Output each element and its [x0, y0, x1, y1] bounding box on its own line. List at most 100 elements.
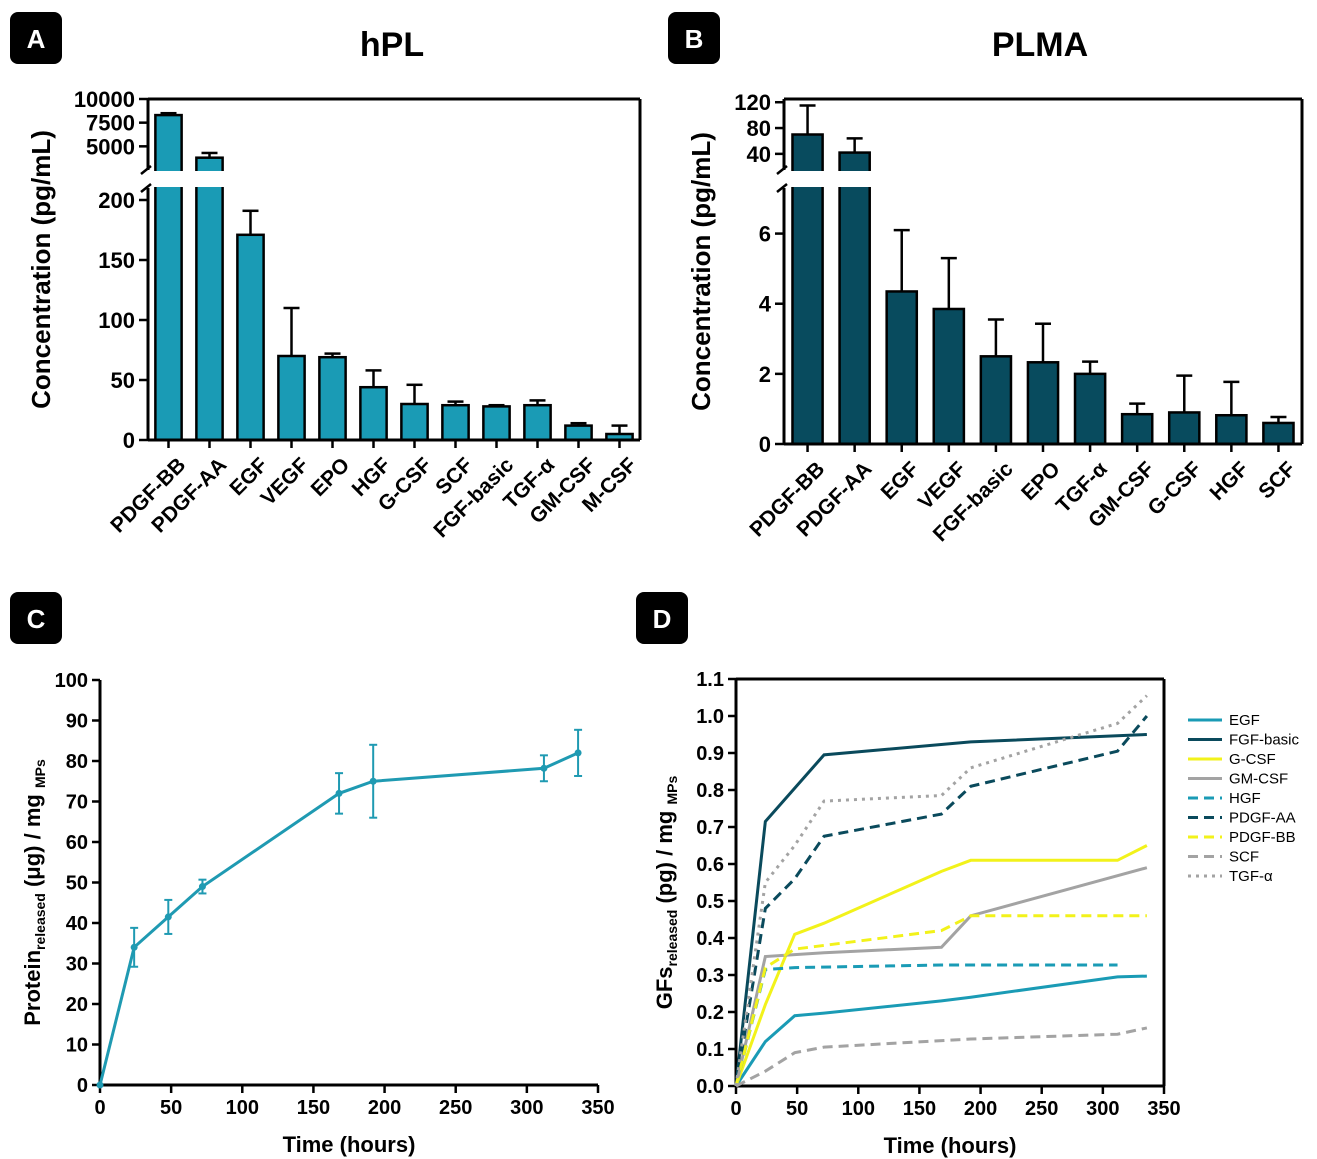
xtick-label-gfs-7: 350 — [1147, 1098, 1180, 1120]
bar-plma-7 — [1120, 412, 1154, 446]
bar-plma-6 — [1073, 372, 1107, 446]
ytick-label-hpl-up-2: 10000 — [74, 87, 135, 112]
legend-label-g-csf: G-CSF — [1229, 751, 1276, 768]
xtick-label-plma-9: HGF — [1205, 457, 1253, 505]
data-point-protein-5 — [369, 777, 377, 785]
ytick-label-hpl-up-1: 7500 — [86, 111, 135, 136]
bar-plma-1 — [838, 151, 871, 446]
y-axis-label-gfs: GFsreleased (pg) / mg MPs — [652, 776, 680, 1010]
legend-label-tgf-: TGF-α — [1229, 868, 1273, 885]
ytick-label-gfs-10: 1.0 — [696, 706, 724, 728]
ytick-label-hpl-low-2: 100 — [98, 308, 135, 333]
bar-hpl-5 — [359, 385, 388, 442]
xtick-label-gfs-2: 100 — [842, 1098, 875, 1120]
data-point-protein-1 — [130, 943, 138, 951]
badge-b: B — [668, 12, 720, 64]
badge-a-label: A — [27, 24, 46, 54]
ytick-label-hpl-low-1: 50 — [111, 368, 135, 393]
y-axis-label-plma: Concentration (pg/mL) — [686, 132, 716, 411]
bar-hpl-2 — [236, 233, 265, 442]
chart-panel-d: 0 50 100 150 200 250 300 350 0.0 0.1 0.2 0.3 0.4 0.5 0… — [652, 669, 1300, 1158]
legend-label-egf: EGF — [1229, 712, 1260, 729]
bar-hpl-0 — [154, 113, 183, 442]
ytick-label-protein-9: 90 — [66, 711, 88, 733]
bar-plma-2 — [885, 290, 919, 446]
bar-plma-9 — [1215, 413, 1248, 446]
xtick-label-plma-10: SCF — [1254, 457, 1300, 503]
xtick-label-gfs-4: 200 — [964, 1098, 997, 1120]
ytick-label-plma-up-1: 80 — [747, 116, 771, 141]
series-line-pdgf-aa — [734, 715, 1149, 1087]
xtick-label-protein-6: 300 — [510, 1097, 543, 1119]
ytick-label-protein-1: 10 — [66, 1035, 88, 1057]
badge-d: D — [636, 592, 688, 644]
ytick-label-plma-low-0: 0 — [759, 432, 771, 457]
xtick-label-protein-4: 200 — [368, 1097, 401, 1119]
ytick-label-plma-low-3: 6 — [759, 222, 771, 247]
ytick-label-protein-7: 70 — [66, 792, 88, 814]
panel-b-title: PLMA — [992, 26, 1088, 64]
series-line-fgf-basic — [734, 733, 1147, 1087]
ytick-label-protein-4: 40 — [66, 913, 88, 935]
series-line-pdgf-bb — [734, 914, 1147, 1087]
bar-hpl-1 — [195, 156, 224, 442]
ytick-label-protein-5: 50 — [66, 873, 88, 895]
series-line-scf — [735, 1026, 1148, 1088]
series-line-tgf- — [734, 694, 1148, 1087]
data-point-protein-6 — [540, 764, 548, 772]
xtick-label-gfs-1: 50 — [786, 1098, 808, 1120]
legend-label-pdgf-aa: PDGF-AA — [1229, 810, 1296, 827]
ytick-label-gfs-0: 0.0 — [696, 1076, 724, 1098]
y-axis-label-protein: Proteinreleased (μg) / mg MPs — [20, 759, 48, 1026]
bar-hpl-4 — [318, 355, 347, 442]
series-line-g-csf — [734, 844, 1148, 1087]
bar-plma-8 — [1167, 411, 1201, 446]
ytick-label-protein-3: 30 — [66, 954, 88, 976]
xtick-label-gfs-6: 300 — [1086, 1098, 1119, 1120]
ytick-label-hpl-low-0: 0 — [123, 428, 135, 453]
ytick-label-protein-6: 60 — [66, 832, 88, 854]
badge-c: C — [10, 592, 62, 644]
bar-plma-3 — [932, 307, 966, 446]
ytick-label-gfs-9: 0.9 — [696, 743, 724, 765]
badge-d-label: D — [653, 604, 672, 634]
data-point-protein-2 — [164, 913, 172, 921]
series-line-egf — [734, 974, 1147, 1087]
x-axis-label-protein: Time (hours) — [283, 1132, 416, 1157]
chart-panel-c: 0 50 100 150 200 250 300 350 0 10 20 30 40 50 60 70 80 90… — [20, 670, 615, 1157]
ytick-label-gfs-8: 0.8 — [696, 780, 724, 802]
axis-break-mark-lower-plma — [776, 183, 788, 193]
ytick-label-protein-2: 20 — [66, 994, 88, 1016]
xtick-label-hpl-4: EPO — [307, 453, 355, 501]
bar-hpl-10 — [564, 424, 593, 442]
badge-b-label: B — [685, 24, 704, 54]
xtick-label-protein-3: 150 — [297, 1097, 330, 1119]
bar-hpl-3 — [277, 354, 306, 442]
ytick-label-plma-low-2: 4 — [759, 292, 772, 317]
xtick-label-protein-2: 100 — [226, 1097, 259, 1119]
xtick-label-plma-8: G-CSF — [1144, 457, 1207, 520]
xtick-label-protein-1: 50 — [160, 1097, 182, 1119]
ytick-label-gfs-6: 0.6 — [696, 854, 724, 876]
legend-label-scf: SCF — [1229, 849, 1259, 866]
data-point-protein-4 — [335, 789, 343, 797]
bar-plma-5 — [1026, 361, 1060, 446]
ytick-label-gfs-2: 0.2 — [696, 1002, 724, 1024]
ytick-label-plma-up-0: 40 — [747, 142, 771, 167]
xtick-label-protein-7: 350 — [581, 1097, 614, 1119]
axis-break-mark-lower-hpl — [140, 183, 152, 193]
legend-label-gm-csf: GM-CSF — [1229, 771, 1288, 788]
ytick-label-hpl-up-0: 5000 — [86, 134, 135, 159]
bar-plma-10 — [1262, 421, 1295, 446]
xtick-label-gfs-3: 150 — [903, 1098, 936, 1120]
bar-hpl-8 — [482, 405, 511, 442]
axis-break-gap-plma — [768, 171, 913, 187]
series-line-hgf — [734, 963, 1118, 1087]
ytick-label-gfs-1: 0.1 — [696, 1039, 724, 1061]
ytick-label-hpl-low-3: 150 — [98, 248, 135, 273]
xtick-label-protein-5: 250 — [439, 1097, 472, 1119]
series-line-protein — [98, 751, 579, 1086]
xtick-label-protein-0: 0 — [94, 1097, 105, 1119]
badge-a: A — [10, 12, 62, 64]
